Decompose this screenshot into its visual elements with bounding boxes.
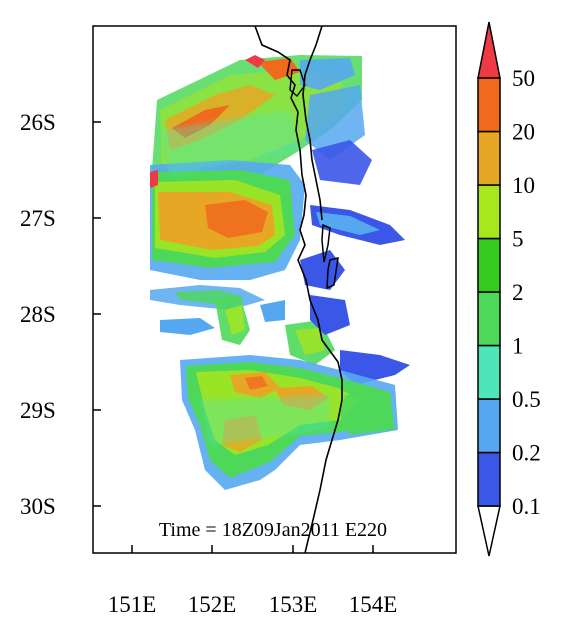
- colorbar-segment: [477, 398, 501, 454]
- colorbar-segment: [477, 451, 501, 507]
- map-frame: [92, 25, 457, 554]
- colorbar-segment: [477, 237, 501, 293]
- lat-tick-label: 30S: [20, 494, 56, 519]
- lat-tick-label: 29S: [20, 398, 56, 423]
- longitude-axis: 151E 152E 153E 154E: [108, 545, 398, 617]
- lon-tick-label: 153E: [269, 592, 318, 617]
- colorbar-label: 0.1: [512, 494, 541, 519]
- precipitation-field: [150, 55, 410, 490]
- lat-tick-label: 27S: [20, 206, 56, 231]
- colorbar-label: 2: [512, 280, 524, 305]
- time-annotation: Time = 18Z09Jan2011 E220: [159, 519, 387, 541]
- lat-tick-label: 26S: [20, 110, 56, 135]
- colorbar-label: 20: [512, 120, 535, 145]
- coastline: [254, 26, 343, 553]
- colorbar-segment: [477, 184, 501, 240]
- lon-tick-label: 154E: [349, 592, 398, 617]
- colorbar-label: 10: [512, 173, 535, 198]
- lon-tick-label: 151E: [108, 592, 157, 617]
- colorbar-segment: [477, 130, 501, 186]
- lat-tick-label: 28S: [20, 302, 56, 327]
- colorbar-segment: [477, 291, 501, 347]
- latitude-axis: 26S 27S 28S 29S 30S: [20, 110, 101, 519]
- colorbar-label: 1: [512, 334, 524, 359]
- colorbar-over-arrow: [477, 21, 501, 79]
- colorbar: 0.1 0.2 0.5 1 2 5 10 20 50: [477, 21, 541, 557]
- colorbar-label: 0.5: [512, 387, 541, 412]
- colorbar-label: 5: [512, 227, 524, 252]
- field-texture: [160, 110, 330, 445]
- colorbar-label: 0.2: [512, 441, 541, 466]
- lon-tick-label: 152E: [188, 592, 237, 617]
- colorbar-label: 50: [512, 66, 535, 91]
- colorbar-segment: [477, 77, 501, 133]
- colorbar-under-arrow: [477, 505, 501, 557]
- colorbar-segment: [477, 344, 501, 400]
